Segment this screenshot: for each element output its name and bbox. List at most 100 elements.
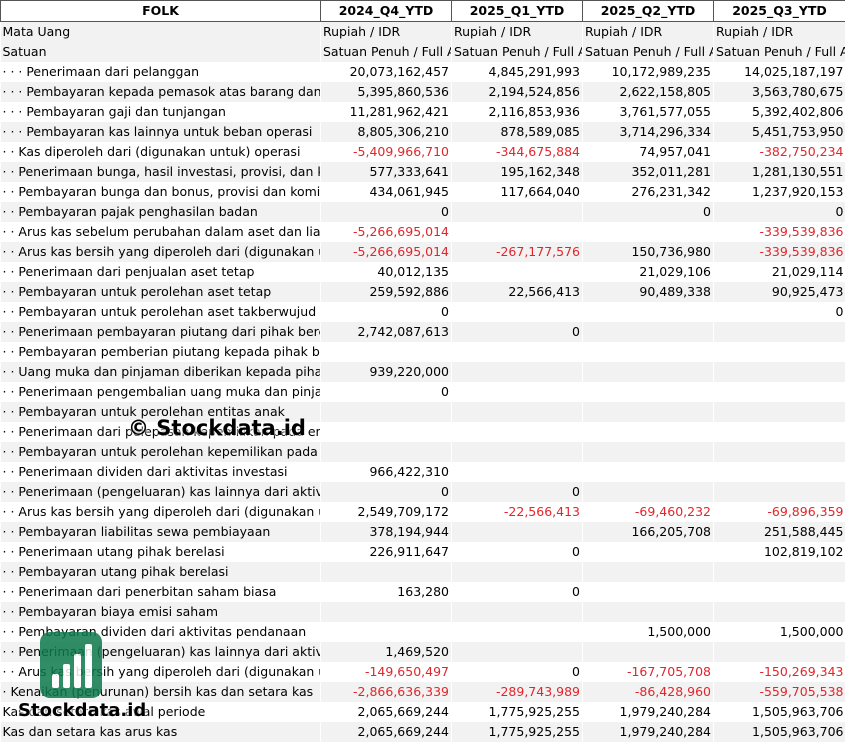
value-cell[interactable] — [321, 442, 452, 462]
value-cell[interactable] — [452, 382, 583, 402]
row-label[interactable]: · · Pembayaran untuk perolehan kepemilik… — [1, 442, 321, 462]
value-cell[interactable]: 150,736,980 — [583, 242, 714, 262]
row-label[interactable]: · · Penerimaan dari penjualan aset tetap — [1, 262, 321, 282]
meta-cell[interactable]: Rupiah / IDR — [321, 22, 452, 43]
row-label[interactable]: · · Pembayaran untuk perolehan aset takb… — [1, 302, 321, 322]
value-cell[interactable]: 5,395,860,536 — [321, 82, 452, 102]
value-cell[interactable]: 90,489,338 — [583, 282, 714, 302]
value-cell[interactable]: 939,220,000 — [321, 362, 452, 382]
value-cell[interactable]: 1,775,925,255 — [452, 722, 583, 742]
value-cell[interactable]: -559,705,538 — [714, 682, 845, 702]
row-label[interactable]: · · Arus kas bersih yang diperoleh dari … — [1, 502, 321, 522]
value-cell[interactable]: 1,979,240,284 — [583, 702, 714, 722]
value-cell[interactable] — [583, 362, 714, 382]
value-cell[interactable]: 0 — [321, 482, 452, 502]
row-label[interactable]: · · · Pembayaran gaji dan tunjangan — [1, 102, 321, 122]
value-cell[interactable] — [583, 422, 714, 442]
row-label[interactable]: · · Penerimaan (pengeluaran) kas lainnya… — [1, 482, 321, 502]
value-cell[interactable]: 102,819,102 — [714, 542, 845, 562]
value-cell[interactable] — [583, 562, 714, 582]
value-cell[interactable] — [321, 422, 452, 442]
value-cell[interactable]: 1,505,963,706 — [714, 722, 845, 742]
value-cell[interactable]: -167,705,708 — [583, 662, 714, 682]
value-cell[interactable] — [321, 622, 452, 642]
row-label[interactable]: · · · Pembayaran kepada pemasok atas bar… — [1, 82, 321, 102]
value-cell[interactable] — [452, 222, 583, 242]
meta-label[interactable]: Mata Uang — [1, 22, 321, 43]
value-cell[interactable]: -69,896,359 — [714, 502, 845, 522]
value-cell[interactable] — [714, 602, 845, 622]
meta-cell[interactable]: Rupiah / IDR — [583, 22, 714, 43]
value-cell[interactable] — [714, 382, 845, 402]
row-label[interactable]: · · Pembayaran pemberian piutang kepada … — [1, 342, 321, 362]
value-cell[interactable] — [583, 322, 714, 342]
value-cell[interactable] — [583, 582, 714, 602]
value-cell[interactable] — [321, 342, 452, 362]
value-cell[interactable] — [714, 462, 845, 482]
meta-cell[interactable]: Rupiah / IDR — [714, 22, 845, 43]
row-label[interactable]: · · Penerimaan dividen dari aktivitas in… — [1, 462, 321, 482]
value-cell[interactable]: 14,025,187,197 — [714, 62, 845, 82]
value-cell[interactable]: 20,073,162,457 — [321, 62, 452, 82]
value-cell[interactable]: -2,866,636,339 — [321, 682, 452, 702]
value-cell[interactable] — [714, 322, 845, 342]
meta-cell[interactable]: Satuan Penuh / Full Amount — [714, 42, 845, 62]
value-cell[interactable]: -339,539,836 — [714, 242, 845, 262]
meta-cell[interactable]: Rupiah / IDR — [452, 22, 583, 43]
value-cell[interactable] — [452, 622, 583, 642]
value-cell[interactable]: -382,750,234 — [714, 142, 845, 162]
value-cell[interactable] — [452, 202, 583, 222]
value-cell[interactable]: 1,281,130,551 — [714, 162, 845, 182]
header-period[interactable]: 2025_Q1_YTD — [452, 1, 583, 22]
value-cell[interactable]: 0 — [452, 662, 583, 682]
value-cell[interactable]: 4,845,291,993 — [452, 62, 583, 82]
value-cell[interactable]: -267,177,576 — [452, 242, 583, 262]
value-cell[interactable]: 1,979,240,284 — [583, 722, 714, 742]
row-label[interactable]: · · Uang muka dan pinjaman diberikan kep… — [1, 362, 321, 382]
value-cell[interactable]: -150,269,343 — [714, 662, 845, 682]
value-cell[interactable] — [714, 562, 845, 582]
meta-cell[interactable]: Satuan Penuh / Full Amount — [583, 42, 714, 62]
value-cell[interactable]: -86,428,960 — [583, 682, 714, 702]
value-cell[interactable]: -22,566,413 — [452, 502, 583, 522]
value-cell[interactable]: 1,500,000 — [714, 622, 845, 642]
value-cell[interactable]: 0 — [321, 382, 452, 402]
value-cell[interactable]: 0 — [321, 202, 452, 222]
row-label[interactable]: · · Pembayaran untuk perolehan aset teta… — [1, 282, 321, 302]
value-cell[interactable] — [321, 402, 452, 422]
value-cell[interactable]: 434,061,945 — [321, 182, 452, 202]
value-cell[interactable]: 878,589,085 — [452, 122, 583, 142]
row-label[interactable]: · · Arus kas bersih yang diperoleh dari … — [1, 242, 321, 262]
value-cell[interactable]: 2,065,669,244 — [321, 702, 452, 722]
value-cell[interactable] — [452, 462, 583, 482]
value-cell[interactable]: 2,065,669,244 — [321, 722, 452, 742]
value-cell[interactable]: 166,205,708 — [583, 522, 714, 542]
row-label[interactable]: · · Penerimaan utang pihak berelasi — [1, 542, 321, 562]
value-cell[interactable]: 21,029,114 — [714, 262, 845, 282]
header-period[interactable]: 2025_Q3_YTD — [714, 1, 845, 22]
value-cell[interactable] — [714, 582, 845, 602]
value-cell[interactable]: 1,237,920,153 — [714, 182, 845, 202]
value-cell[interactable] — [452, 522, 583, 542]
value-cell[interactable]: 0 — [452, 482, 583, 502]
value-cell[interactable] — [583, 302, 714, 322]
value-cell[interactable]: 378,194,944 — [321, 522, 452, 542]
value-cell[interactable]: 5,451,753,950 — [714, 122, 845, 142]
value-cell[interactable]: 5,392,402,806 — [714, 102, 845, 122]
row-label[interactable]: · · · Pembayaran kas lainnya untuk beban… — [1, 122, 321, 142]
value-cell[interactable]: -149,650,497 — [321, 662, 452, 682]
value-cell[interactable]: 117,664,040 — [452, 182, 583, 202]
value-cell[interactable]: 8,805,306,210 — [321, 122, 452, 142]
value-cell[interactable]: -69,460,232 — [583, 502, 714, 522]
value-cell[interactable]: 0 — [714, 302, 845, 322]
value-cell[interactable] — [452, 402, 583, 422]
row-label[interactable]: · · Pembayaran pajak penghasilan badan — [1, 202, 321, 222]
header-period[interactable]: 2025_Q2_YTD — [583, 1, 714, 22]
value-cell[interactable] — [583, 462, 714, 482]
value-cell[interactable] — [714, 342, 845, 362]
value-cell[interactable]: 2,622,158,805 — [583, 82, 714, 102]
value-cell[interactable]: 1,505,963,706 — [714, 702, 845, 722]
value-cell[interactable] — [583, 382, 714, 402]
row-label[interactable]: · · Penerimaan bunga, hasil investasi, p… — [1, 162, 321, 182]
value-cell[interactable]: -339,539,836 — [714, 222, 845, 242]
